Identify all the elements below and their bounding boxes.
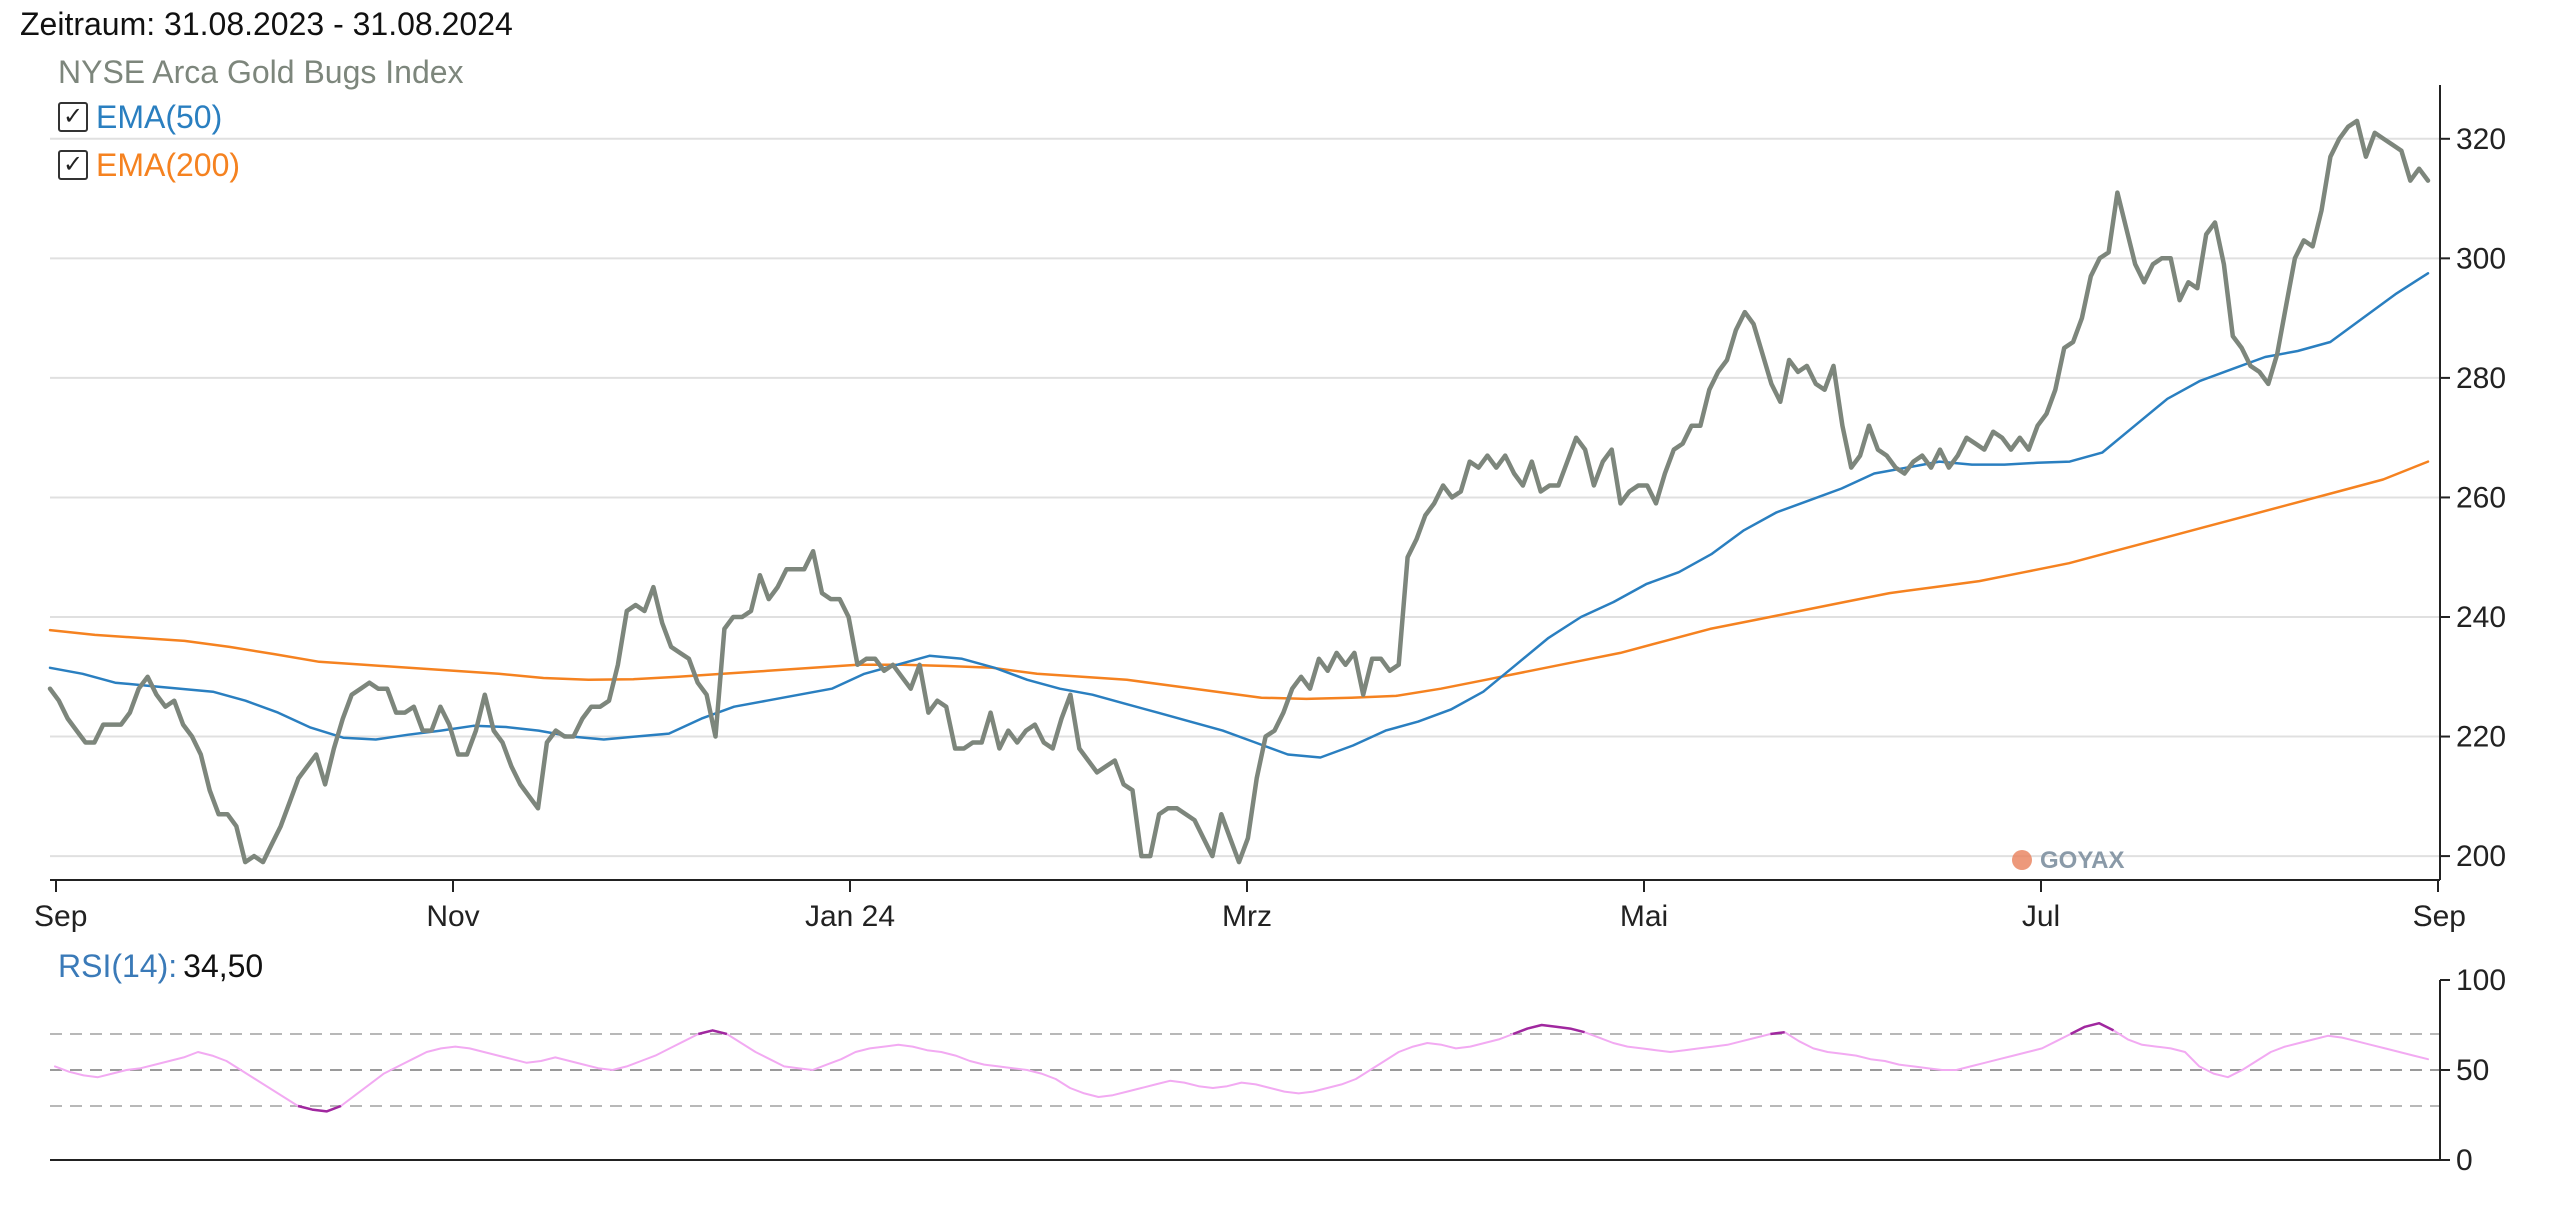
legend-ema50[interactable]: ✓ EMA(50) (58, 97, 222, 137)
price-line (47, 118, 2431, 865)
rsi-line (54, 1022, 2429, 1113)
y-tick-label-300: 300 (2456, 242, 2506, 275)
rsi-extreme-segment-3 (1770, 1030, 1785, 1036)
rsi-y-tick-label-0: 0 (2456, 1144, 2473, 1177)
x-tick-label-4: Mai (1620, 900, 1668, 933)
legend-ema200[interactable]: ✓ EMA(200) (58, 145, 240, 185)
rsi-extreme-segment-2 (1512, 1023, 1585, 1036)
x-tick-label-5: Jul (2022, 900, 2060, 933)
rsi-extreme-segment-0 (297, 1104, 342, 1113)
ema50-label: EMA(50) (96, 98, 223, 135)
period-label: Zeitraum: 31.08.2023 - 31.08.2024 (20, 6, 513, 42)
rsi-extreme-segment-4 (2070, 1021, 2115, 1036)
rsi-y-tick-label-100: 100 (2456, 964, 2506, 997)
ema200-line (48, 460, 2430, 701)
ema200-checkbox[interactable]: ✓ (58, 150, 88, 180)
x-tick-label-3: Mrz (1222, 900, 1272, 933)
ema50-checkbox[interactable]: ✓ (58, 102, 88, 132)
y-tick-label-200: 200 (2456, 840, 2506, 873)
y-tick-label-280: 280 (2456, 362, 2506, 395)
y-tick-label-320: 320 (2456, 123, 2506, 156)
x-tick-label-0: Sep (34, 900, 87, 933)
goyax-logo-icon (2012, 850, 2032, 870)
ema50-line (48, 272, 2430, 759)
rsi-header: RSI(14): 34,50 (58, 948, 263, 985)
x-tick-label-6: Sep (2413, 900, 2466, 933)
y-tick-label-240: 240 (2456, 601, 2506, 634)
ema200-label: EMA(200) (96, 146, 241, 183)
rsi-y-tick-label-50: 50 (2456, 1054, 2489, 1087)
index-name: NYSE Arca Gold Bugs Index (58, 54, 464, 90)
rsi-label: RSI(14): (58, 948, 178, 984)
goyax-watermark: GOYAX (2040, 847, 2124, 874)
rsi-value: 34,50 (183, 948, 264, 984)
x-tick-label-2: Jan 24 (805, 900, 895, 933)
x-tick-label-1: Nov (426, 900, 479, 933)
y-tick-label-220: 220 (2456, 721, 2506, 754)
rsi-extreme-segment-1 (697, 1029, 728, 1036)
y-tick-label-260: 260 (2456, 481, 2506, 514)
